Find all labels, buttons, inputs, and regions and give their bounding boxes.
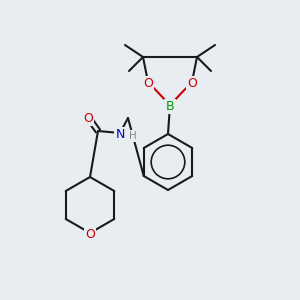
Text: N: N xyxy=(115,128,125,141)
Text: O: O xyxy=(187,77,197,90)
Text: O: O xyxy=(83,112,93,125)
Text: O: O xyxy=(85,228,95,241)
Text: H: H xyxy=(129,131,137,141)
Text: O: O xyxy=(143,77,153,90)
Text: B: B xyxy=(166,100,174,113)
